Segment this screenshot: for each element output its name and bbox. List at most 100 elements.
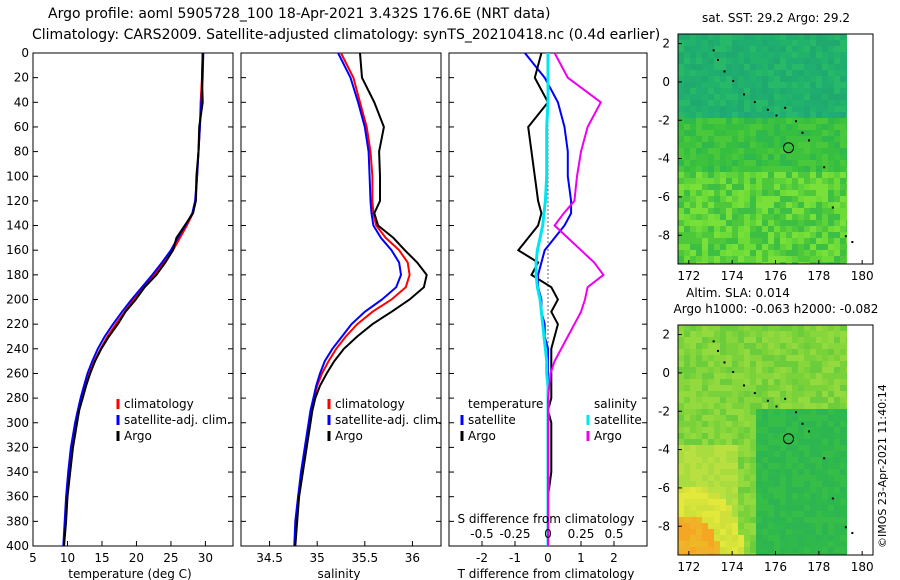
map-cell — [846, 553, 847, 555]
map-cell — [822, 250, 828, 256]
map-cell — [744, 256, 750, 262]
map-cell — [756, 385, 762, 391]
map-cell — [840, 238, 846, 244]
map-cell — [828, 184, 834, 190]
map-cell — [732, 385, 738, 391]
map-cell — [690, 100, 696, 106]
map-cell — [846, 373, 847, 379]
map-y-tick-label: -8 — [658, 519, 670, 533]
map-cell — [840, 469, 846, 475]
map-cell — [708, 421, 714, 427]
map-cell — [768, 499, 774, 505]
map-cell — [696, 142, 702, 148]
map-cell — [744, 409, 750, 415]
map-cell — [798, 325, 804, 331]
map-cell — [804, 142, 810, 148]
map-cell — [708, 355, 714, 361]
map-cell — [690, 250, 696, 256]
map-cell — [846, 535, 847, 541]
map-cell — [750, 547, 756, 553]
map-cell — [726, 40, 732, 46]
map-cell — [762, 535, 768, 541]
map-cell — [690, 337, 696, 343]
map-cell — [702, 106, 708, 112]
map-cell — [840, 415, 846, 421]
map-cell — [696, 463, 702, 469]
map-cell — [792, 136, 798, 142]
map-cell — [786, 385, 792, 391]
map-cell — [726, 553, 732, 555]
map-cell — [798, 511, 804, 517]
map-cell — [810, 256, 816, 262]
map-cell — [780, 52, 786, 58]
map-cell — [690, 511, 696, 517]
map-cell — [702, 262, 708, 264]
map-cell — [798, 469, 804, 475]
map-cell — [714, 403, 720, 409]
map-cell — [762, 106, 768, 112]
map-cell — [732, 373, 738, 379]
map-cell — [816, 379, 822, 385]
map-cell — [702, 343, 708, 349]
map-cell — [756, 469, 762, 475]
map-cell — [714, 250, 720, 256]
map-cell — [846, 379, 847, 385]
map-cell — [792, 523, 798, 529]
map-cell — [774, 196, 780, 202]
map-cell — [720, 178, 726, 184]
map-cell — [726, 409, 732, 415]
map-cell — [822, 361, 828, 367]
map-cell — [822, 373, 828, 379]
map-cell — [828, 487, 834, 493]
map-cell — [756, 529, 762, 535]
map-cell — [804, 106, 810, 112]
map-cell — [804, 202, 810, 208]
map-cell — [798, 172, 804, 178]
map-cell — [744, 361, 750, 367]
map-cell — [744, 190, 750, 196]
y-tick-label: 360 — [6, 490, 29, 504]
map-cell — [798, 391, 804, 397]
map-cell — [708, 124, 714, 130]
map-cell — [792, 505, 798, 511]
map-cell — [804, 34, 810, 40]
map-cell — [828, 88, 834, 94]
map-cell — [726, 337, 732, 343]
map-cell — [828, 529, 834, 535]
map-cell — [792, 88, 798, 94]
map-cell — [678, 130, 684, 136]
map-cell — [834, 178, 840, 184]
map-cell — [798, 58, 804, 64]
map-cell — [714, 238, 720, 244]
map-cell — [690, 325, 696, 331]
y-tick-label: 400 — [6, 539, 29, 553]
map-cell — [798, 355, 804, 361]
map-cell — [792, 172, 798, 178]
map-cell — [732, 343, 738, 349]
map-cell — [750, 553, 756, 555]
map-cell — [732, 100, 738, 106]
map-cell — [708, 190, 714, 196]
map-cell — [702, 214, 708, 220]
map-cell — [840, 166, 846, 172]
map-cell — [804, 391, 810, 397]
map-cell — [780, 475, 786, 481]
map-y-tick-label: -4 — [658, 443, 670, 457]
map-cell — [798, 487, 804, 493]
map-cell — [684, 445, 690, 451]
map-cell — [678, 445, 684, 451]
map-cell — [684, 100, 690, 106]
map-x-tick-label: 174 — [721, 269, 744, 283]
map-cell — [684, 214, 690, 220]
map-cell — [708, 196, 714, 202]
map-cell — [774, 136, 780, 142]
map-cell — [714, 547, 720, 553]
map-cell — [762, 244, 768, 250]
map-cell — [786, 547, 792, 553]
island-marker — [851, 241, 854, 243]
map-cell — [816, 112, 822, 118]
map-cell — [750, 415, 756, 421]
map-cell — [696, 391, 702, 397]
map-cell — [756, 244, 762, 250]
